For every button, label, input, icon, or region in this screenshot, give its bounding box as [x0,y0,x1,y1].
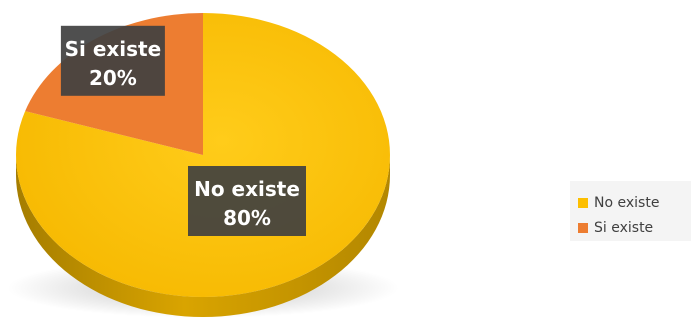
data-label-si-existe: Si existe 20% [60,25,165,96]
legend-label-no-existe: No existe [594,194,660,211]
data-label-box [60,25,165,96]
legend-item-no-existe: No existe [578,191,691,214]
legend-swatch-si-existe [578,222,588,233]
data-label-percent: 80% [223,206,271,230]
legend-swatch-no-existe [578,197,588,208]
data-label-box [188,166,306,236]
data-label-category: No existe [194,177,300,201]
chart-legend: No existe Si existe [570,181,691,241]
data-label-percent: 20% [89,66,137,90]
pie-data-labels: No existe 80% Si existe 20% [60,25,306,236]
legend-label-si-existe: Si existe [594,219,654,236]
legend-item-si-existe: Si existe [578,216,691,239]
data-label-no-existe: No existe 80% [188,166,306,236]
data-label-category: Si existe [65,37,162,61]
